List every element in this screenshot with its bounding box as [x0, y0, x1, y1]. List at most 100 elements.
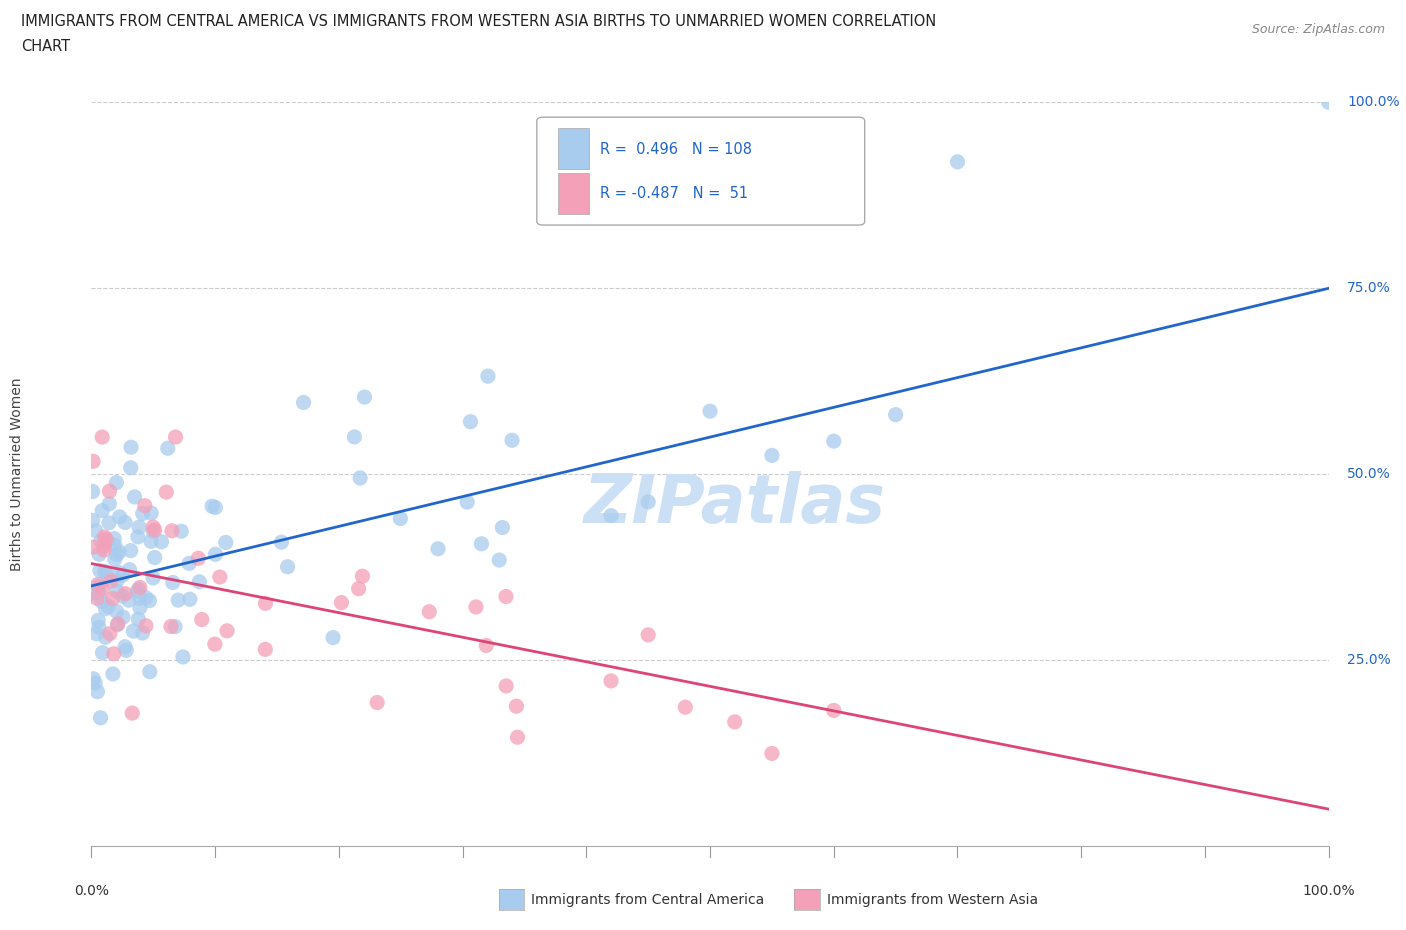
Text: R =  0.496   N = 108: R = 0.496 N = 108 — [600, 141, 752, 156]
Point — [90, 711, 112, 725]
Point — [427, 541, 450, 556]
Point — [270, 535, 292, 550]
Point — [141, 506, 163, 521]
Point — [98, 497, 121, 512]
Point — [637, 495, 659, 510]
Point — [131, 506, 153, 521]
Point — [761, 448, 783, 463]
Point — [90, 594, 112, 609]
Text: R = -0.487   N =  51: R = -0.487 N = 51 — [600, 186, 748, 201]
Point — [97, 599, 120, 614]
Text: CHART: CHART — [21, 39, 70, 54]
Text: 50.0%: 50.0% — [1347, 467, 1391, 482]
Point — [82, 671, 104, 686]
Point — [114, 639, 136, 654]
Point — [128, 582, 150, 597]
Point — [139, 534, 162, 549]
Point — [187, 551, 209, 565]
Point — [823, 703, 845, 718]
Point — [82, 484, 104, 498]
Point — [135, 618, 157, 633]
Point — [104, 551, 127, 566]
Point — [87, 585, 110, 600]
Point — [165, 619, 187, 634]
Point — [91, 430, 114, 445]
Point — [946, 154, 969, 169]
Point — [93, 542, 115, 557]
Point — [418, 604, 440, 619]
Point — [353, 390, 375, 405]
Point — [129, 600, 152, 615]
Text: 100.0%: 100.0% — [1347, 95, 1400, 110]
Point — [118, 592, 141, 607]
Point — [204, 547, 226, 562]
Point — [129, 580, 152, 595]
Point — [93, 529, 115, 544]
Point — [139, 664, 162, 679]
Point — [204, 500, 226, 515]
Point — [160, 524, 183, 538]
Point — [108, 565, 131, 580]
Point — [389, 512, 412, 526]
Point — [673, 699, 696, 714]
Point — [322, 631, 344, 645]
Text: Immigrants from Central America: Immigrants from Central America — [531, 893, 765, 908]
Point — [501, 432, 523, 447]
Point — [118, 563, 141, 578]
Point — [600, 673, 623, 688]
Point — [128, 591, 150, 605]
Point — [87, 579, 110, 594]
Point — [142, 570, 165, 585]
Point — [172, 649, 194, 664]
Text: Source: ZipAtlas.com: Source: ZipAtlas.com — [1251, 23, 1385, 36]
Point — [138, 593, 160, 608]
Point — [215, 535, 238, 550]
Point — [135, 591, 157, 605]
Point — [162, 575, 184, 590]
Point — [98, 626, 121, 641]
Point — [179, 556, 201, 571]
Point — [505, 698, 527, 713]
Point — [87, 547, 110, 562]
Point — [84, 524, 107, 538]
Point — [105, 547, 128, 562]
Point — [82, 513, 104, 528]
Point — [111, 610, 134, 625]
Point — [91, 645, 114, 660]
Point — [104, 538, 127, 553]
Point — [215, 623, 238, 638]
Text: Immigrants from Western Asia: Immigrants from Western Asia — [827, 893, 1038, 908]
Point — [470, 537, 492, 551]
Point — [127, 584, 149, 599]
Point — [105, 475, 128, 490]
Point — [254, 596, 277, 611]
Point — [127, 529, 149, 544]
Point — [94, 602, 117, 617]
Point — [1317, 95, 1340, 110]
Point — [86, 591, 108, 605]
Point — [120, 460, 142, 475]
Bar — [558, 128, 589, 169]
Text: Births to Unmarried Women: Births to Unmarried Women — [10, 378, 24, 571]
Point — [107, 617, 129, 631]
Point — [98, 484, 121, 498]
Point — [292, 395, 315, 410]
Point — [460, 414, 482, 429]
Point — [254, 642, 277, 657]
Point — [155, 485, 177, 499]
FancyBboxPatch shape — [537, 117, 865, 225]
Point — [86, 578, 108, 592]
Point — [347, 581, 370, 596]
Point — [761, 746, 783, 761]
Point — [352, 569, 374, 584]
Point — [142, 520, 165, 535]
Point — [160, 619, 183, 634]
Bar — [558, 173, 589, 214]
Point — [134, 498, 156, 513]
Point — [82, 454, 104, 469]
Point — [488, 552, 510, 567]
Point — [93, 538, 115, 553]
Point — [506, 730, 529, 745]
Point — [477, 369, 499, 384]
Point — [91, 581, 114, 596]
